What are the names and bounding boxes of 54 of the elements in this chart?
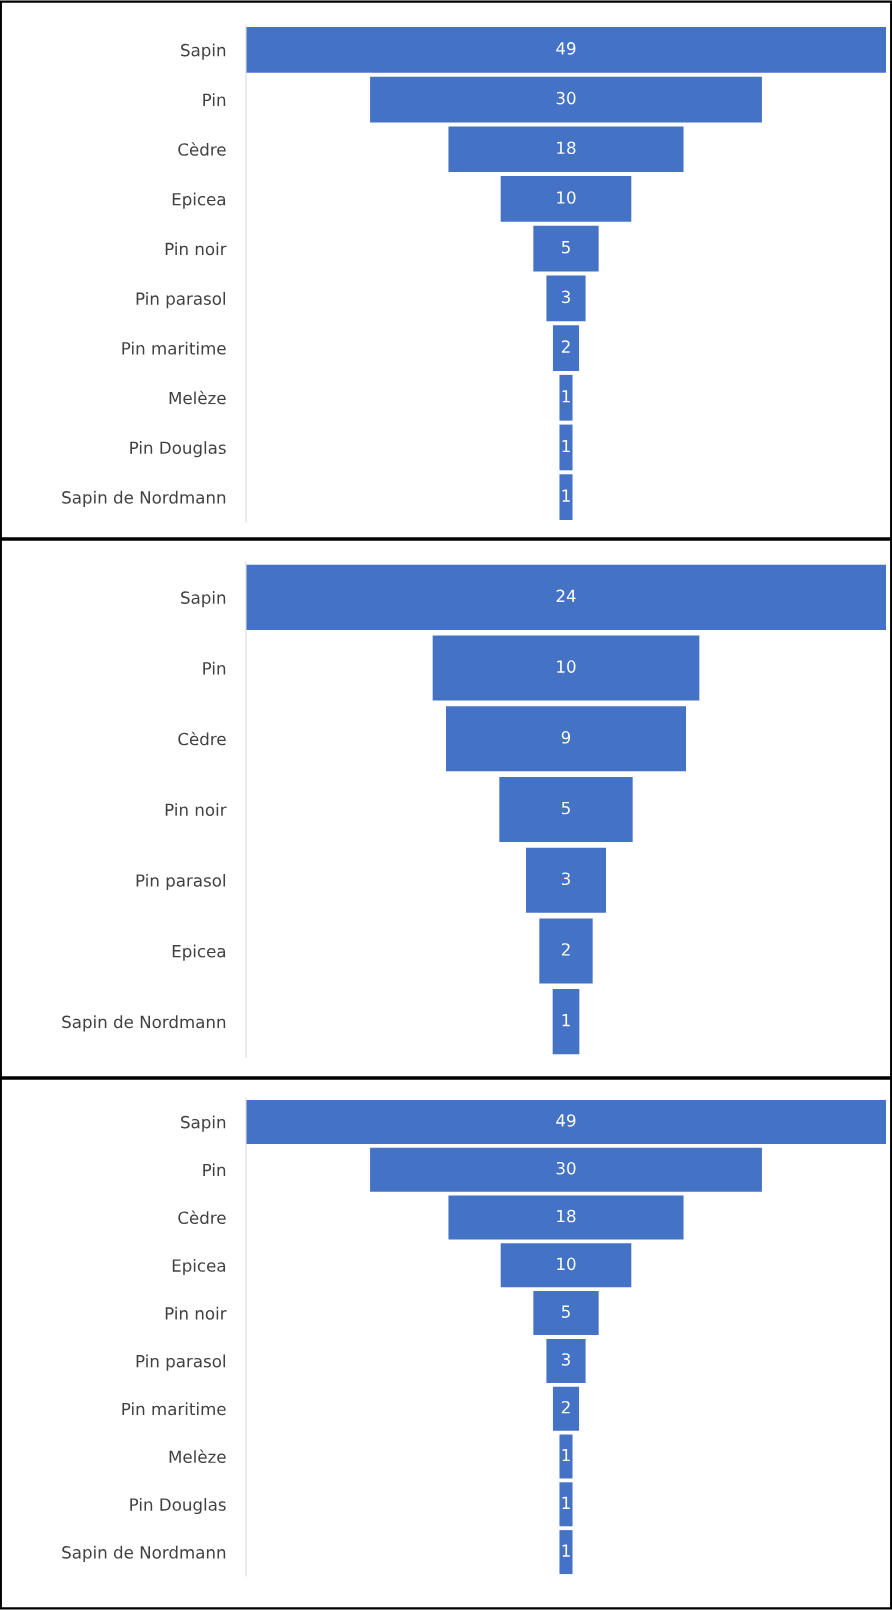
category-label: Sapin de Nordmann <box>62 1545 226 1562</box>
data-label: 5 <box>561 801 570 815</box>
category-label: Pin Douglas <box>130 441 226 458</box>
data-label: 5 <box>561 1305 570 1318</box>
category-label: Cèdre <box>178 142 226 156</box>
category-label: Sapin <box>181 43 226 60</box>
category-label: Melèze <box>169 390 226 405</box>
category-label: Pin Douglas <box>130 1497 226 1515</box>
data-label: 1 <box>562 1448 570 1462</box>
data-label: 2 <box>561 340 570 353</box>
category-label: Cèdre <box>178 1210 226 1225</box>
data-label: 9 <box>561 731 571 744</box>
data-label: 10 <box>557 191 576 204</box>
data-label: 10 <box>557 1257 576 1271</box>
category-label: Sapin <box>181 1115 226 1132</box>
data-label: 30 <box>556 91 576 105</box>
category-label: Epicea <box>172 1258 226 1276</box>
data-label: 5 <box>561 241 570 254</box>
data-label: 18 <box>557 1209 576 1223</box>
category-label: Cèdre <box>178 731 226 746</box>
category-label: Epicea <box>172 192 226 209</box>
data-label: 1 <box>562 489 570 502</box>
data-label: 18 <box>557 141 576 155</box>
data-label: 1 <box>562 1544 570 1557</box>
data-label: 1 <box>562 1014 570 1027</box>
category-label: Pin <box>203 661 226 675</box>
category-label: Epicea <box>172 944 226 961</box>
data-label: 1 <box>562 439 570 453</box>
data-label: 3 <box>561 872 570 886</box>
data-label: 3 <box>561 1353 570 1366</box>
data-label: 49 <box>556 42 576 55</box>
data-label: 2 <box>561 943 570 956</box>
category-label: Pin noir <box>165 803 227 817</box>
category-label: Sapin <box>181 591 226 608</box>
data-label: 2 <box>561 1400 570 1414</box>
data-label: 3 <box>561 290 570 304</box>
category-label: Sapin de Nordmann <box>62 490 226 507</box>
category-label: Pin maritime <box>122 341 226 355</box>
category-label: Pin parasol <box>136 873 225 891</box>
data-label: 24 <box>556 589 576 602</box>
category-label: Pin noir <box>165 242 227 256</box>
category-label: Pin parasol <box>136 1354 225 1371</box>
category-label: Pin parasol <box>136 292 225 309</box>
data-label: 1 <box>562 1496 570 1509</box>
data-label: 1 <box>562 390 570 403</box>
data-label: 30 <box>556 1161 576 1175</box>
category-label: Pin maritime <box>122 1402 226 1416</box>
data-label: 10 <box>557 660 576 673</box>
category-label: Pin <box>203 93 226 106</box>
category-label: Pin <box>203 1163 226 1177</box>
category-label: Melèze <box>169 1449 226 1464</box>
category-label: Sapin de Nordmann <box>62 1015 226 1032</box>
category-label: Pin noir <box>165 1306 227 1320</box>
data-label: 49 <box>556 1114 576 1127</box>
